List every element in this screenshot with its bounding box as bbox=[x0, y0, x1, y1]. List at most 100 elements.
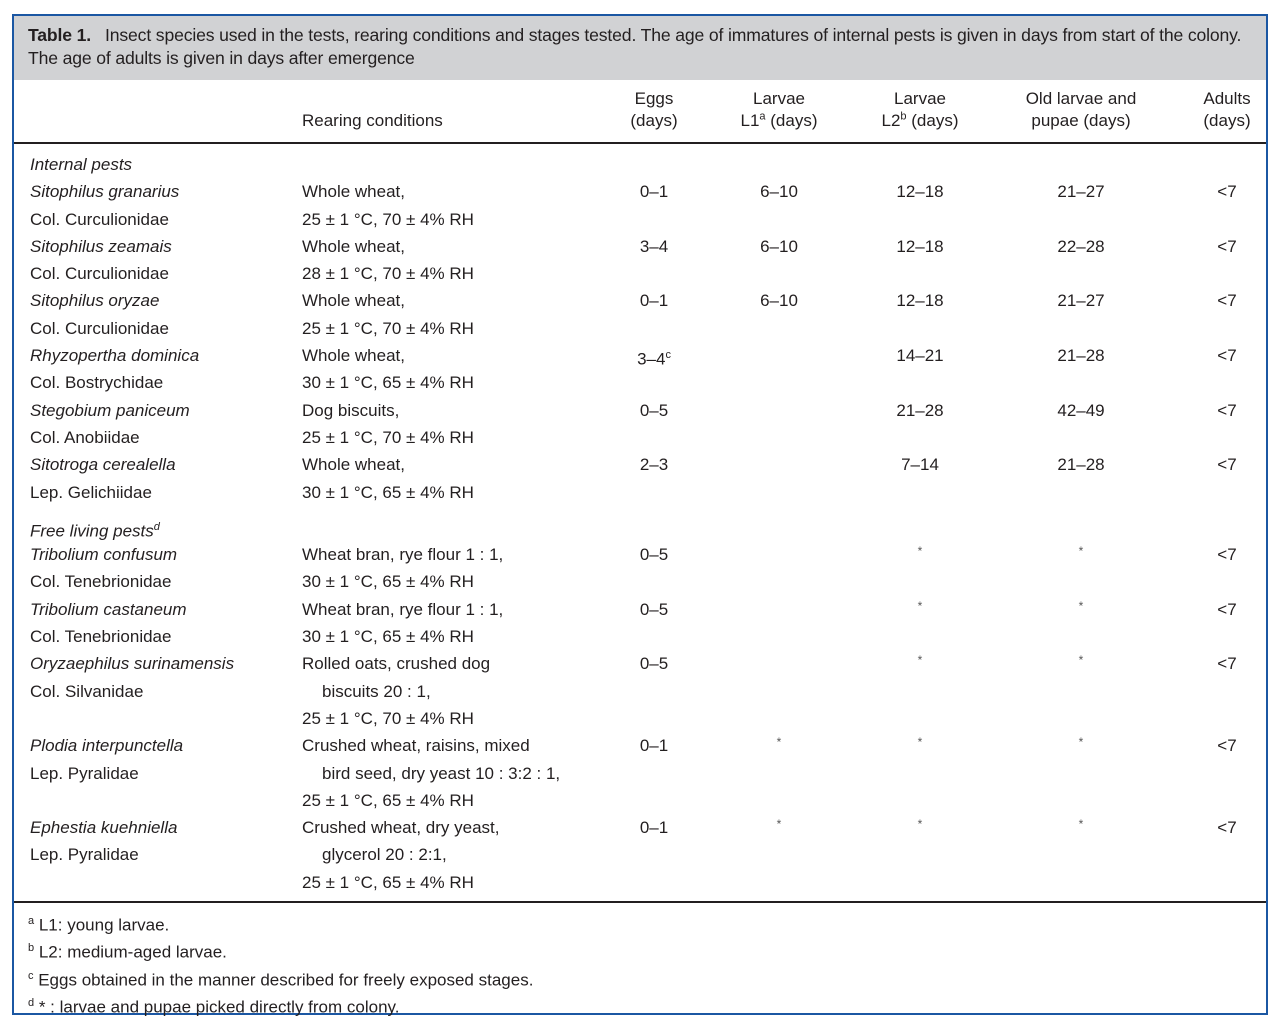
adults-days: <7 bbox=[1217, 236, 1237, 256]
footnote-text: L2: medium-aged larvae. bbox=[34, 942, 227, 962]
rearing-conditions: Whole wheat, bbox=[302, 346, 405, 366]
eggs-value: 0–1 bbox=[639, 818, 669, 838]
header-adults-line1: Adults bbox=[1203, 89, 1251, 108]
family-name: Col. Curculionidae bbox=[30, 264, 169, 284]
table-row-continuation: Col. Bostrychidae 30 ± 1 °C, 65 ± 4% RH bbox=[14, 369, 1266, 396]
old-larvae-pupae-days: 21–28 bbox=[1057, 455, 1105, 475]
header-l1-line1: Larvae bbox=[753, 89, 805, 108]
eggs-value: 0–1 bbox=[639, 182, 669, 202]
table-header: Rearing conditions Eggs (days) Larvae L1a … bbox=[14, 80, 1266, 144]
eggs-days: 0–5 bbox=[594, 650, 714, 677]
eggs-value: 0–5 bbox=[639, 654, 669, 674]
family-name: Col. Silvanidae bbox=[30, 681, 144, 701]
rearing-conditions: 25 ± 1 °C, 70 ± 4% RH bbox=[302, 318, 474, 338]
species-name: Stegobium paniceum bbox=[30, 400, 190, 420]
old-larvae-pupae-days: * bbox=[1078, 735, 1084, 750]
rearing-conditions: Whole wheat, bbox=[302, 182, 405, 202]
footnote-text: * : larvae and pupae picked directly fro… bbox=[34, 997, 400, 1017]
footnotes: a L1: young larvae. b L2: medium-aged lar… bbox=[14, 901, 1266, 1019]
family-name: Col. Tenebrionidae bbox=[30, 572, 172, 592]
family-name: Lep. Pyralidae bbox=[30, 763, 139, 783]
header-l2: Larvae L2b (days) bbox=[860, 88, 980, 132]
header-l2-pre: L2 bbox=[881, 111, 901, 130]
header-l2-line1: Larvae bbox=[894, 89, 946, 108]
footnote-mark: a bbox=[28, 915, 35, 927]
table-row: Tribolium castaneum Wheat bran, rye flour… bbox=[14, 596, 1266, 623]
table-row-continuation: Col. Silvanidae biscuits 20 : 1, bbox=[14, 678, 1266, 705]
adults-days: <7 bbox=[1217, 818, 1237, 838]
eggs-footnote-mark: c bbox=[665, 349, 671, 362]
rearing-conditions: Crushed wheat, dry yeast, bbox=[302, 818, 500, 838]
rearing-conditions: 30 ± 1 °C, 65 ± 4% RH bbox=[302, 572, 474, 592]
rearing-conditions: Rolled oats, crushed dog bbox=[302, 654, 491, 674]
eggs-value: 0–5 bbox=[639, 599, 669, 619]
eggs-value: 3–4 bbox=[639, 236, 669, 256]
header-eggs-line1: Eggs bbox=[634, 89, 674, 108]
eggs-value: 2–3 bbox=[639, 455, 669, 475]
table-row: Stegobium paniceum Dog biscuits, 0–5 21–28 4… bbox=[14, 397, 1266, 424]
larvae-l2-days: * bbox=[917, 653, 923, 668]
eggs-value: 0–1 bbox=[639, 736, 669, 756]
eggs-days: 0–1 bbox=[594, 287, 714, 314]
eggs-days: 0–1 bbox=[594, 814, 714, 841]
header-l2-sup: b bbox=[900, 110, 907, 123]
larvae-l2-days: * bbox=[917, 735, 923, 750]
adults-days: <7 bbox=[1217, 654, 1237, 674]
table-row: Tribolium confusum Wheat bran, rye flour … bbox=[14, 541, 1266, 568]
family-name: Lep. Gelichiidae bbox=[30, 482, 152, 502]
larvae-l1-days: 6–10 bbox=[760, 291, 798, 311]
table-row-continuation: Col. Tenebrionidae 30 ± 1 °C, 65 ± 4% RH bbox=[14, 623, 1266, 650]
eggs-days: 0–1 bbox=[594, 732, 714, 759]
rearing-conditions: glycerol 20 : 2:1, bbox=[322, 845, 447, 865]
family-name: Col. Curculionidae bbox=[30, 209, 169, 229]
larvae-l2-days: 12–18 bbox=[896, 291, 944, 311]
rearing-conditions: 25 ± 1 °C, 70 ± 4% RH bbox=[302, 209, 474, 229]
footnote: c Eggs obtained in the manner described … bbox=[28, 965, 1266, 992]
table-row-continuation: Col. Tenebrionidae 30 ± 1 °C, 65 ± 4% RH bbox=[14, 568, 1266, 595]
footnote-mark: b bbox=[28, 942, 35, 955]
rearing-conditions: 30 ± 1 °C, 65 ± 4% RH bbox=[302, 373, 474, 393]
rearing-conditions: Dog biscuits, bbox=[302, 400, 400, 420]
adults-days: <7 bbox=[1217, 346, 1237, 366]
table-row: Sitophilus zeamais Whole wheat, 3–4 6–10 12–… bbox=[14, 233, 1266, 260]
species-name: Tribolium castaneum bbox=[30, 599, 187, 619]
section-heading: Free living pestsd bbox=[14, 514, 1266, 541]
family-name: Col. Tenebrionidae bbox=[30, 627, 172, 647]
caption-text: Insect species used in the tests, rearin… bbox=[28, 25, 1242, 68]
species-name: Rhyzopertha dominica bbox=[30, 346, 200, 366]
species-name: Sitotroga cerealella bbox=[30, 455, 176, 475]
header-l1: Larvae L1a (days) bbox=[719, 88, 839, 132]
rearing-conditions: 30 ± 1 °C, 65 ± 4% RH bbox=[302, 482, 474, 502]
rearing-conditions: Whole wheat, bbox=[302, 291, 405, 311]
family-name: Col. Bostrychidae bbox=[30, 373, 164, 393]
larvae-l2-days: * bbox=[917, 544, 923, 559]
old-larvae-pupae-days: * bbox=[1078, 817, 1084, 832]
table-row-continuation: Col. Curculionidae 25 ± 1 °C, 70 ± 4% RH bbox=[14, 206, 1266, 233]
header-l1-pre: L1 bbox=[740, 111, 760, 130]
footnote-text: L1: young larvae. bbox=[34, 915, 170, 935]
rearing-conditions: 30 ± 1 °C, 65 ± 4% RH bbox=[302, 627, 474, 647]
eggs-days: 0–1 bbox=[594, 178, 714, 205]
footnote: b L2: medium-aged larvae. bbox=[28, 937, 1266, 964]
table-row-continuation: Lep. Pyralidae glycerol 20 : 2:1, bbox=[14, 841, 1266, 868]
old-larvae-pupae-days: 21–27 bbox=[1057, 291, 1105, 311]
header-eggs: Eggs (days) bbox=[594, 88, 714, 132]
family-name: Lep. Pyralidae bbox=[30, 845, 139, 865]
larvae-l2-days: 21–28 bbox=[896, 400, 944, 420]
larvae-l2-days: 12–18 bbox=[896, 236, 944, 256]
rearing-conditions: Whole wheat, bbox=[302, 455, 405, 475]
eggs-value: 0–1 bbox=[639, 291, 669, 311]
header-old-larvae: Old larvae and pupae (days) bbox=[1001, 88, 1161, 132]
table-row: Sitophilus granarius Whole wheat, 0–1 6–10 1… bbox=[14, 178, 1266, 205]
eggs-days: 0–5 bbox=[594, 596, 714, 623]
eggs-days: 2–3 bbox=[594, 451, 714, 478]
header-l2-post: (days) bbox=[906, 111, 959, 130]
species-name: Sitophilus zeamais bbox=[30, 236, 172, 256]
table-body: Internal pests Sitophilus granarius Whole … bbox=[14, 144, 1266, 896]
header-eggs-line2: (days) bbox=[630, 111, 678, 130]
species-name: Tribolium confusum bbox=[30, 545, 178, 565]
header-adults: Adults (days) bbox=[1167, 88, 1277, 132]
larvae-l1-days: * bbox=[776, 817, 782, 832]
table-row-continuation: Col. Anobiidae 25 ± 1 °C, 70 ± 4% RH bbox=[14, 424, 1266, 451]
larvae-l2-days: 7–14 bbox=[901, 455, 939, 475]
